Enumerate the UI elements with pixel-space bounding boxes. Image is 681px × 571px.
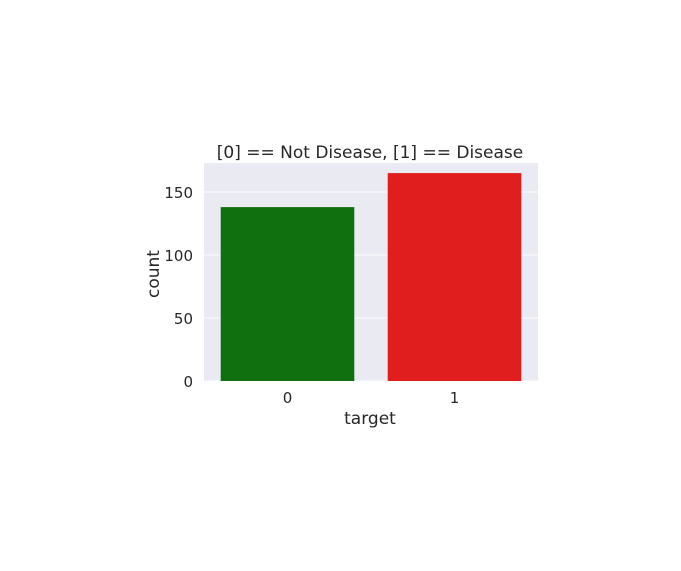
bar-0 [220,207,355,381]
y-tick-label: 150 [164,184,193,202]
y-tick-label: 0 [183,373,193,391]
y-tick-label: 100 [164,247,193,265]
y-tick-label: 50 [174,310,193,328]
y-tick-labels: 0 50 100 150 [164,184,193,391]
bars [220,173,522,381]
x-axis-label: target [344,409,396,429]
x-tick-label: 0 [283,389,293,407]
chart-title: [0] == Not Disease, [1] == Disease [217,143,523,163]
y-axis-label: count [144,250,164,298]
bar-1 [387,173,522,381]
x-tick-label: 1 [450,389,460,407]
